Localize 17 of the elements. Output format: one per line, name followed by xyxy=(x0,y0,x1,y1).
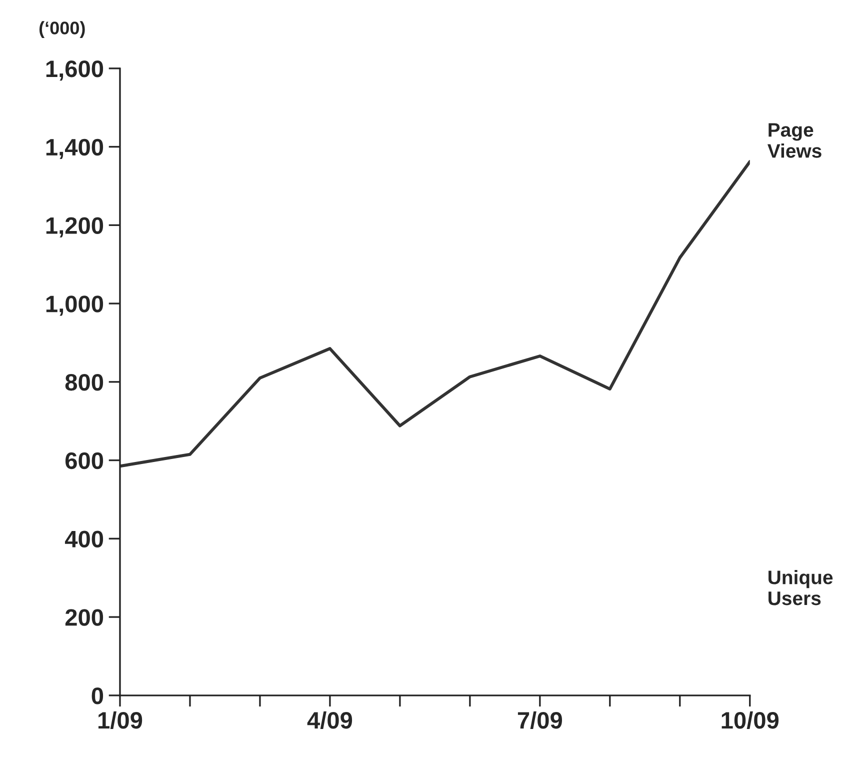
y-tick-label: 200 xyxy=(65,609,104,626)
y-tick-label: 1,400 xyxy=(46,138,104,159)
x-tick-label: 4/09 xyxy=(307,711,352,729)
series-label: Page Views xyxy=(768,123,822,158)
y-tick-label: 1,000 xyxy=(46,296,104,316)
y-tick-label: 800 xyxy=(65,374,104,391)
y-tick-label: 1,600 xyxy=(46,60,104,81)
text: Unique Users xyxy=(768,570,833,606)
x-tick-label: 1/09 xyxy=(98,711,142,729)
x-tick-label: 7/09 xyxy=(518,711,562,729)
x-tick-label: 10/09 xyxy=(722,711,779,729)
y-axis-title: (‘000) xyxy=(39,21,85,38)
y-tick-label: 1,200 xyxy=(46,217,104,238)
y-tick-label: 0 xyxy=(92,687,104,704)
y-tick-label: 600 xyxy=(65,452,104,470)
y-tick-label: 400 xyxy=(64,530,104,548)
line-series xyxy=(120,160,750,468)
